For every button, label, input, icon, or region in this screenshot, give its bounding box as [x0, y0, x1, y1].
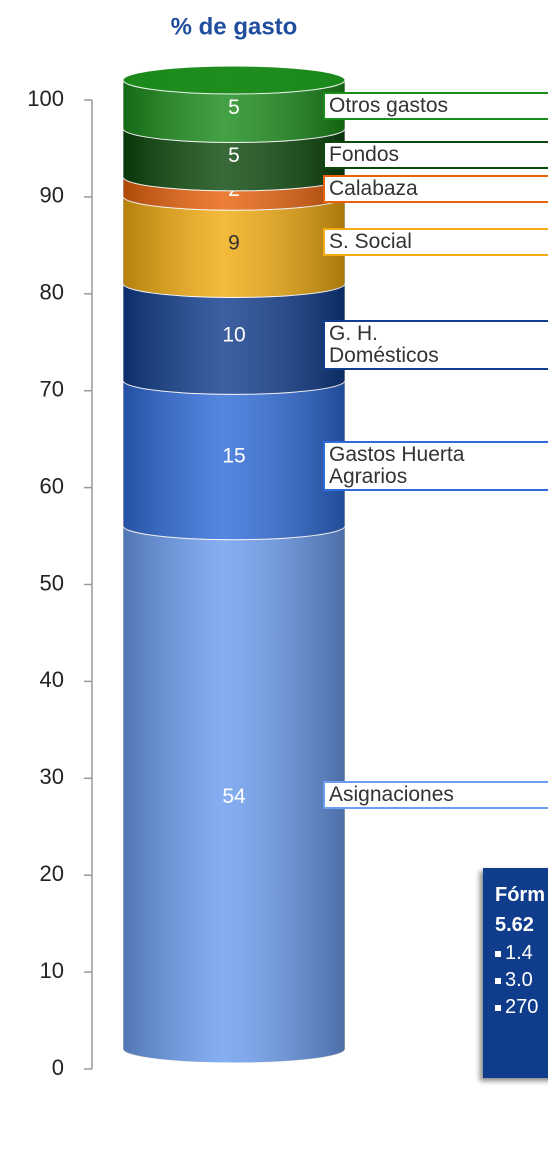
formula-bullet: 270	[495, 994, 548, 1021]
y-tick-label: 20	[40, 861, 64, 886]
data-label: 5	[228, 96, 240, 119]
y-tick-label: 40	[40, 667, 64, 692]
series-label-text: Calabaza	[329, 176, 418, 200]
segment-shade	[123, 366, 345, 540]
series-label-text: Asignaciones	[329, 783, 454, 807]
series-label-text: Fondos	[329, 142, 400, 166]
series-label: Fondos	[323, 140, 548, 169]
y-tick-label: 60	[40, 473, 64, 498]
segment-shade	[123, 269, 345, 395]
data-label: 15	[222, 445, 245, 468]
formula-bullet-text: 3.0	[505, 969, 533, 991]
y-tick-label: 70	[40, 377, 64, 402]
y-tick-label: 100	[27, 86, 64, 111]
y-tick-label: 80	[40, 280, 64, 305]
formula-bullet: 3.0	[495, 967, 548, 994]
formula-box: Fórm 5.62 1.4 3.0 270	[483, 868, 548, 1078]
formula-line: 5.62	[495, 914, 534, 936]
formula-bullet-text: 270	[505, 996, 539, 1018]
series-label: Otros gastos	[323, 92, 548, 121]
formula-line: Fórm	[495, 884, 545, 906]
series-label: S. Social	[323, 227, 548, 256]
cylinder-top	[122, 65, 346, 95]
series-label: Gastos Huerta Agrarios	[323, 441, 548, 492]
series-label-text: G. H. Domésticos	[329, 321, 439, 367]
series-label-text: Otros gastos	[329, 94, 449, 118]
series-label: Asignaciones	[323, 781, 548, 810]
y-tick-label: 0	[52, 1055, 64, 1080]
data-label: 10	[222, 323, 245, 346]
y-tick-label: 50	[40, 570, 64, 595]
data-label: 54	[222, 785, 246, 808]
data-label: 5	[228, 144, 240, 167]
y-tick-label: 30	[40, 764, 64, 789]
bullet-mark	[495, 950, 501, 957]
chart-title: % de gasto	[171, 13, 298, 40]
y-tick-label: 90	[40, 183, 64, 208]
segment-shade	[123, 511, 345, 1063]
segment-shade	[123, 182, 345, 298]
series-label: Calabaza	[323, 174, 548, 203]
series-label-text: Gastos Huerta Agrarios	[329, 443, 465, 489]
bullet-mark	[495, 977, 501, 984]
y-tick-label: 10	[40, 958, 64, 983]
formula-bullet: 1.4	[495, 940, 548, 967]
formula-bullet-text: 1.4	[505, 942, 533, 964]
series-label-text: S. Social	[329, 229, 412, 253]
data-label: 9	[228, 231, 240, 254]
series-label: G. H. Domésticos	[323, 319, 548, 370]
bullet-mark	[495, 1004, 501, 1011]
